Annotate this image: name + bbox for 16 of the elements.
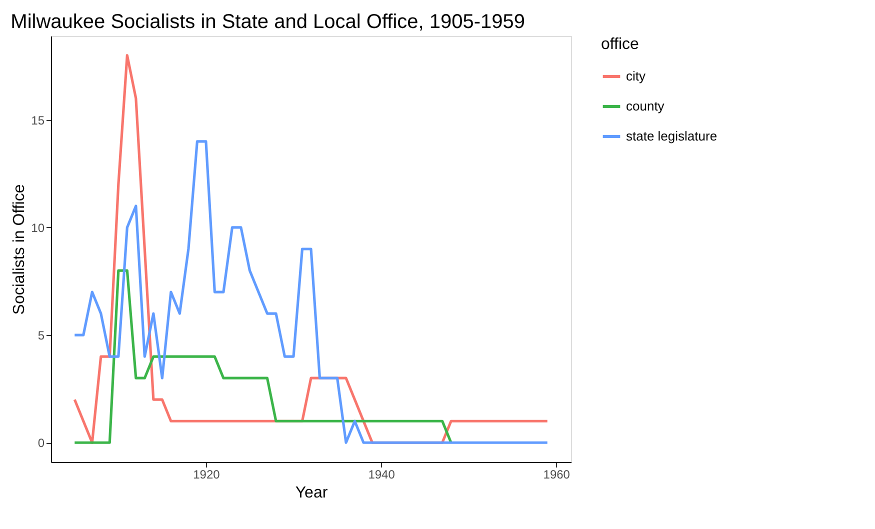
y-tick-label: 5 bbox=[38, 328, 45, 343]
y-tick-label: 0 bbox=[38, 436, 45, 450]
x-axis-title: Year bbox=[295, 484, 328, 502]
x-tick-label: 1960 bbox=[543, 468, 570, 482]
line-series bbox=[73, 140, 549, 444]
line-series bbox=[73, 269, 452, 444]
y-axis-title: Socialists in Office bbox=[11, 184, 28, 315]
y-tick-label: 10 bbox=[31, 220, 45, 235]
y-tick-label: 15 bbox=[31, 113, 45, 128]
chart-title: Milwaukee Socialists in State and Local Office, 1905-1959 bbox=[10, 11, 526, 33]
legend-label: county bbox=[626, 98, 665, 114]
x-tick-label: 1940 bbox=[368, 468, 396, 482]
legend-label: city bbox=[626, 68, 646, 84]
x-tick-label: 1920 bbox=[193, 468, 220, 482]
legend-label: state legislature bbox=[626, 128, 718, 144]
legend-title: office bbox=[601, 36, 640, 53]
